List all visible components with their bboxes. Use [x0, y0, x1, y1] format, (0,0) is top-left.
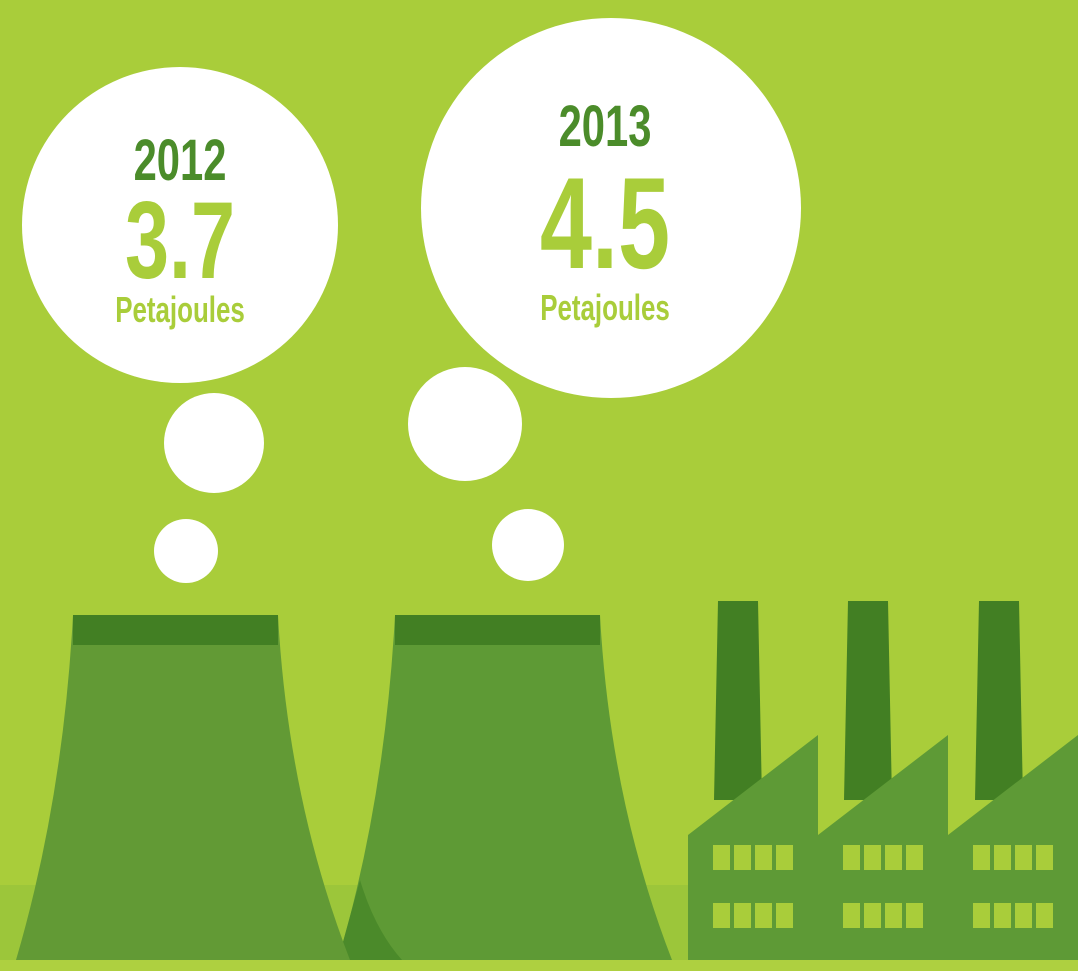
year: 2013: [559, 93, 652, 158]
cooling-tower: [338, 615, 672, 960]
chimney: [975, 601, 1023, 800]
windows: [713, 845, 1053, 928]
steam-puff: [154, 519, 218, 583]
steam-puff: [164, 393, 264, 493]
ground-edge: [0, 960, 1078, 971]
tower-rim: [395, 615, 600, 645]
tower-shadow: [338, 880, 402, 960]
unit: Petajoules: [115, 290, 245, 330]
chimney: [844, 601, 892, 800]
unit: Petajoules: [540, 288, 670, 328]
year: 2012: [134, 127, 227, 192]
cooling-tower: [16, 615, 350, 960]
bubble: [421, 18, 801, 398]
steam-puff: [408, 367, 522, 481]
bubble: [22, 67, 338, 383]
tower-rim: [73, 615, 278, 645]
steam-puff: [492, 509, 564, 581]
value: 4.5: [540, 151, 670, 297]
value: 3.7: [125, 179, 235, 302]
chimney: [714, 601, 762, 800]
